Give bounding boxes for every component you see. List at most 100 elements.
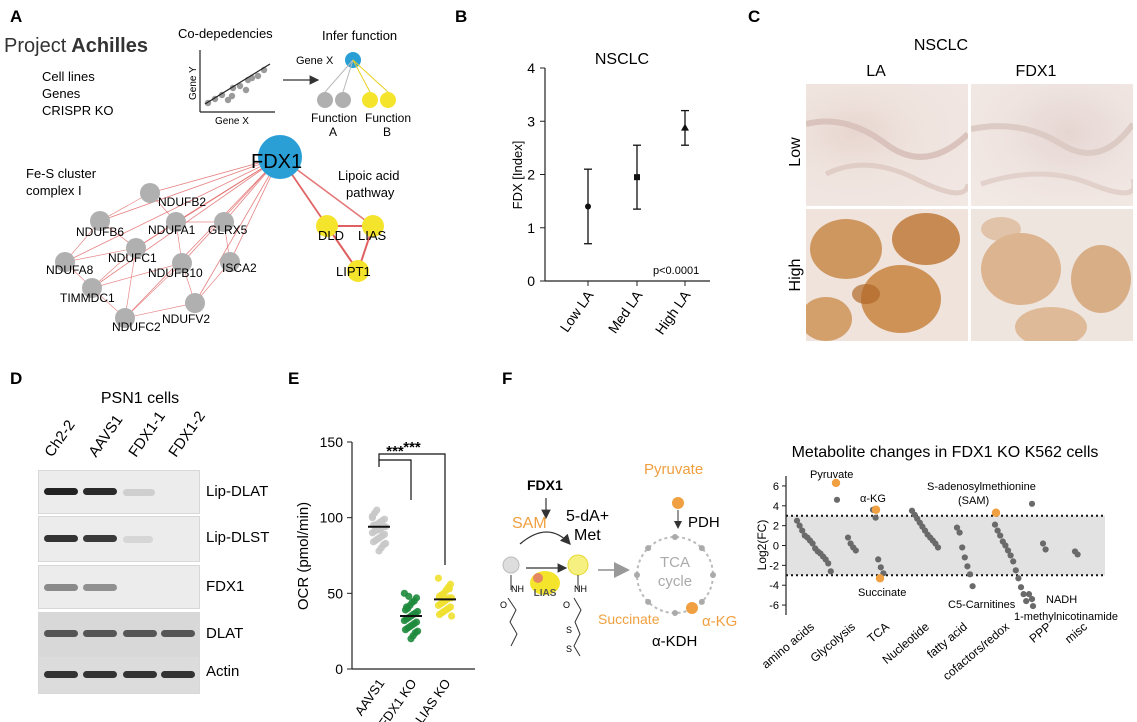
node-isca2 — [220, 252, 240, 272]
chart-f-label-sam: S-adenosylmethionine — [927, 481, 1036, 493]
blot-lip-dlst — [38, 516, 200, 562]
tca-cycle — [634, 534, 716, 616]
mini-dot — [254, 72, 262, 80]
infer-edge — [324, 59, 354, 93]
mini-dot — [236, 82, 244, 90]
chart-e-bracket-2 — [378, 453, 446, 565]
label-hub: FDX1 — [251, 151, 302, 173]
chart-f-point — [1007, 552, 1014, 559]
chart-b-xtick-label: High LA — [652, 287, 694, 338]
chart-f-point — [1028, 500, 1036, 507]
function-b-label: Function — [365, 111, 411, 125]
chart-f-point — [833, 496, 841, 503]
chart-f-point — [1039, 540, 1047, 547]
chart-f-ytick-label: 0 — [773, 541, 779, 553]
chart-f-point — [991, 521, 999, 528]
chart-e-sig-1: *** — [386, 443, 404, 460]
label-glrx5: GLRX5 — [208, 223, 248, 237]
edge-hub-ndufa8 — [64, 156, 281, 263]
label-ndufa8: NDUFA8 — [46, 263, 94, 277]
chart-e-ytick-label: 0 — [335, 661, 343, 677]
chart-f-ylabel: Log2(FC) — [755, 520, 769, 571]
chart-f-point — [799, 527, 806, 534]
o-right: O — [563, 600, 570, 610]
chart-e-bracket-1 — [378, 459, 412, 500]
group-fes-label: Fe-S cluster — [26, 166, 97, 181]
edge-hub-ndufv2 — [194, 156, 281, 304]
panel-c-title: NSCLC — [914, 37, 968, 54]
function-a-node — [335, 92, 351, 108]
function-a-node — [317, 92, 333, 108]
chart-f-point — [1023, 598, 1030, 605]
chart-f-label-succinate: Succinate — [858, 587, 906, 599]
chart-b-xtick-label: Med LA — [605, 287, 646, 336]
panel-f-scheme: FDX1 SAM 5-dA+ Met LIAS NH NH O O S S Py… — [500, 461, 737, 657]
scheme-cycle: cycle — [658, 573, 692, 590]
chart-b-annotation: p<0.0001 — [653, 265, 699, 277]
panel-a: Project Achilles Cell lines Genes CRISPR … — [4, 26, 411, 334]
edge-hub-ndufb10 — [181, 156, 281, 264]
panel-c-row-low: Low — [787, 137, 804, 167]
chart-f-band — [786, 515, 1105, 576]
chart-f-xtick-label: PPP — [1027, 620, 1054, 646]
tca-node — [698, 598, 705, 605]
edge-grey — [124, 262, 183, 319]
chart-e-point — [368, 529, 376, 537]
label-ndufc1: NDUFC1 — [108, 251, 157, 265]
label-ndufc2: NDUFC2 — [112, 320, 161, 334]
akg-dot — [686, 602, 698, 614]
group-fes-label-2: complex I — [26, 183, 82, 198]
chart-e-point — [403, 603, 411, 611]
infer-edge — [352, 59, 371, 93]
node-timmdc1 — [82, 278, 102, 298]
infer-title: Infer function — [322, 28, 397, 43]
label-lipt1: LIPT1 — [336, 264, 371, 279]
scheme-fdx1: FDX1 — [527, 477, 563, 493]
edge-hub-ndufb6 — [99, 156, 281, 222]
list-cell-lines: Cell lines — [42, 69, 95, 84]
panel-f-chart: Metabolite changes in FDX1 KO K562 cells… — [755, 444, 1118, 683]
chart-f-point — [959, 544, 966, 551]
network-nodes: NDUFB2 NDUFB6 NDUFA1 GLRX5 NDUFC1 NDUFA8 NDUFB… — [46, 135, 387, 334]
infer-edge — [342, 59, 354, 93]
scheme-akg: α-KG — [702, 613, 737, 630]
micrograph-high-la — [806, 209, 968, 341]
logo-project: Project Achilles — [4, 35, 148, 57]
node-ndufb6 — [90, 211, 110, 231]
chart-b-ytick-label: 0 — [527, 273, 535, 289]
chart-b-point — [681, 123, 689, 131]
mini-dot — [218, 91, 226, 99]
node-ndufa1 — [166, 212, 186, 232]
node-ndufb2 — [140, 183, 160, 203]
lipoyl-right — [567, 554, 589, 576]
panel-c-col-fdx1: FDX1 — [1016, 63, 1057, 80]
panel-label-d: D — [10, 369, 22, 388]
tca-node — [672, 610, 678, 616]
lias-cluster — [533, 573, 543, 583]
chart-e-point — [435, 610, 444, 619]
panel-c: NSCLC LA FDX1 Low High — [787, 37, 1057, 291]
tca-node — [710, 572, 716, 578]
chart-b-point — [634, 174, 640, 181]
chart-e-ylabel: OCR (pmol/min) — [295, 502, 312, 610]
node-dld — [316, 215, 338, 237]
chart-f-point — [793, 517, 801, 524]
chart-b-ylabel: FDX [Index] — [510, 141, 525, 210]
mini-dot — [224, 96, 232, 104]
chart-f-annot-c5: C5-Carnitines — [948, 599, 1016, 611]
chart-f-title: Metabolite changes in FDX1 KO K562 cells — [792, 444, 1099, 461]
panel-label-e: E — [288, 369, 299, 388]
chart-f-point — [1025, 591, 1033, 598]
chart-f-point — [934, 544, 942, 551]
pyruvate-dot — [672, 497, 684, 509]
micrograph-low-fdx1 — [971, 84, 1133, 206]
chart-f-point — [966, 571, 974, 578]
chart-f-point — [877, 564, 884, 571]
chart-e-sig-2: *** — [403, 439, 421, 456]
panel-c-row-high: High — [787, 259, 804, 292]
chart-e-point — [434, 574, 442, 582]
chart-f-ytick-label: 2 — [773, 521, 779, 533]
group-la-label-2: pathway — [346, 185, 395, 200]
chart-f-ytick-label: -2 — [769, 560, 779, 572]
